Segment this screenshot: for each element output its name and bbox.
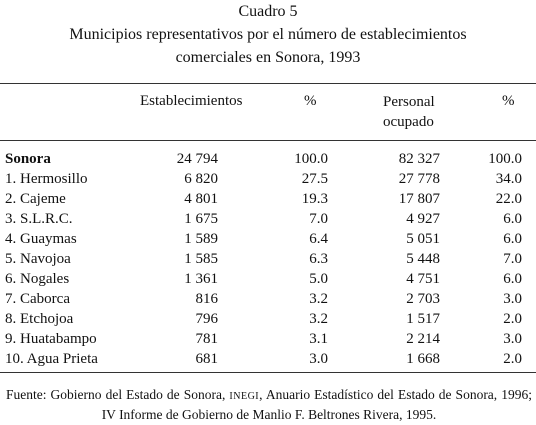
rule [0, 83, 536, 84]
cell: 1 585 [184, 251, 218, 267]
cell: 3.0 [503, 291, 522, 307]
cell: 681 [195, 351, 219, 367]
cell: 6.0 [503, 271, 522, 287]
cell: 3.2 [309, 291, 328, 307]
row-label: 6. Nogales [5, 271, 70, 287]
cell: 22.0 [495, 191, 522, 207]
column-header: Personal ocupado [383, 94, 435, 130]
source-text: Fuente: Gobierno del Estado de Sonora, [6, 387, 230, 402]
cell: 7.0 [309, 211, 328, 227]
cell: 6.0 [503, 211, 522, 227]
column-header: % [502, 93, 515, 109]
cell: 82 327 [398, 151, 440, 167]
cell: 5.0 [309, 271, 328, 287]
cell: 6.0 [503, 231, 522, 247]
row-label: 3. S.L.R.C. [5, 211, 73, 227]
cell: 1 589 [184, 231, 218, 247]
cell: 816 [195, 291, 219, 307]
source-note: Fuente: Gobierno del Estado de Sonora, I… [6, 386, 532, 424]
rule [0, 140, 536, 141]
cell: 2 703 [406, 291, 440, 307]
cell: 5 051 [406, 231, 440, 247]
row-label: 2. Cajeme [5, 191, 66, 207]
row-label: Sonora [5, 151, 51, 167]
cell: 3.0 [503, 331, 522, 347]
cell: 2.0 [503, 351, 522, 367]
cell: 4 927 [406, 211, 440, 227]
cell: 6.4 [309, 231, 328, 247]
row-label: 8. Etchojoa [5, 311, 74, 327]
row-label: 10. Agua Prieta [5, 351, 98, 367]
cell: 5 448 [406, 251, 440, 267]
cell: 27 778 [398, 171, 440, 187]
title: comerciales en Sonora, 1993 [175, 49, 361, 66]
cell: 7.0 [503, 251, 522, 267]
title: Municipios representativos por el número… [69, 26, 467, 43]
cell: 4 801 [184, 191, 218, 207]
cell: 781 [195, 331, 219, 347]
cell: 17 807 [398, 191, 440, 207]
cell: 1 361 [184, 271, 218, 287]
cell: 100.0 [294, 151, 328, 167]
cell: 19.3 [301, 191, 328, 207]
cell: 2 214 [406, 331, 440, 347]
cell: 3.2 [309, 311, 328, 327]
row-label: 1. Hermosillo [5, 171, 88, 187]
source-text: INEGI [229, 391, 260, 402]
cell: 1 668 [406, 351, 440, 367]
title: Cuadro 5 [238, 3, 298, 20]
cell: 6 820 [184, 171, 218, 187]
cell: 6.3 [309, 251, 328, 267]
cell: 27.5 [301, 171, 328, 187]
column-header: Establecimientos [140, 93, 243, 109]
cell: 2.0 [503, 311, 522, 327]
cell: 34.0 [495, 171, 522, 187]
cell: 4 751 [406, 271, 440, 287]
cell: 3.1 [309, 331, 328, 347]
cell: 1 517 [406, 311, 440, 327]
column-header: % [304, 93, 317, 109]
cell: 24 794 [176, 151, 218, 167]
source-text: , Anuario Estadístico del Estado de Sono… [101, 387, 532, 422]
cell: 3.0 [309, 351, 328, 367]
cell: 796 [195, 311, 219, 327]
row-label: 5. Navojoa [5, 251, 71, 267]
row-label: 9. Huatabampo [5, 331, 97, 347]
row-label: 7. Caborca [5, 291, 70, 307]
row-label: 4. Guaymas [5, 231, 77, 247]
cell: 100.0 [488, 151, 522, 167]
cell: 1 675 [184, 211, 218, 227]
rule [0, 372, 536, 373]
